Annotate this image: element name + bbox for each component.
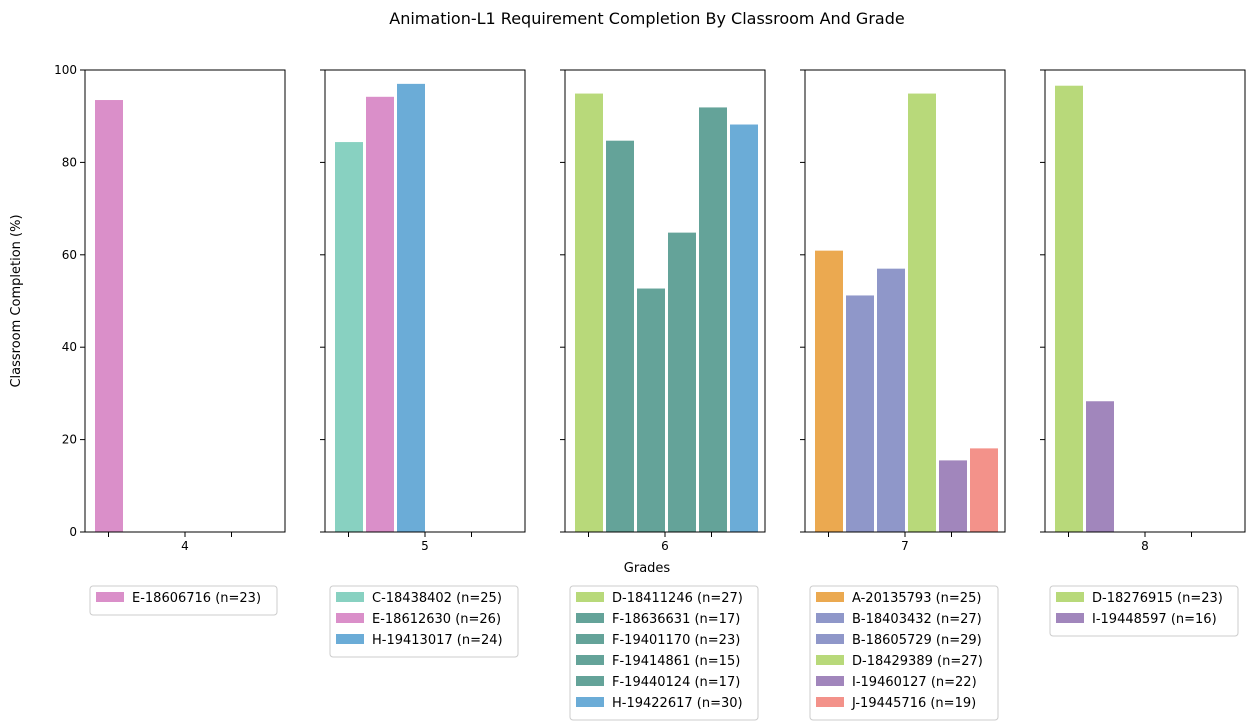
legend-swatch — [816, 592, 844, 602]
bar — [730, 124, 758, 533]
y-tick-label: 40 — [62, 340, 77, 354]
legend-swatch — [1056, 613, 1084, 623]
legend-entry: E-18612630 (n=26) — [372, 612, 501, 627]
chart-title: Animation-L1 Requirement Completion By C… — [389, 9, 904, 28]
legend-entry: F-19414861 (n=15) — [612, 654, 740, 669]
panel-grade-8: 8 D-18276915 (n=23) I-19448597 (n=16) — [1040, 69, 1246, 637]
legend-swatch — [576, 613, 604, 623]
legend-grade-5: C-18438402 (n=25) E-18612630 (n=26) H-1941… — [329, 585, 519, 658]
legend-grade-8: D-18276915 (n=23) I-19448597 (n=16) — [1049, 585, 1239, 637]
legend-swatch — [576, 697, 604, 707]
bar — [939, 460, 967, 532]
y-tick-label: 80 — [62, 155, 77, 169]
y-tick-label: 60 — [62, 248, 77, 262]
legend-swatch — [576, 634, 604, 644]
legend-entry: E-18606716 (n=23) — [132, 591, 261, 606]
x-tick-label: 8 — [1141, 539, 1149, 553]
bar — [366, 96, 394, 533]
legend-entry: J-19445716 (n=19) — [851, 696, 976, 711]
legend-swatch — [336, 592, 364, 602]
legend-box — [1049, 585, 1239, 637]
legend-entry: A-20135793 (n=25) — [852, 591, 981, 606]
bar — [877, 268, 905, 532]
y-tick-label: 0 — [69, 525, 77, 539]
legend-swatch — [336, 634, 364, 644]
y-axis-label: Classroom Completion (%) — [9, 214, 24, 387]
legend-swatch — [576, 676, 604, 686]
bar — [846, 295, 874, 532]
x-tick-label: 5 — [421, 539, 429, 553]
bar — [1055, 85, 1083, 532]
legend-swatch — [576, 655, 604, 665]
bar — [95, 100, 123, 532]
legend-entry: D-18429389 (n=27) — [852, 654, 983, 669]
bar — [335, 142, 363, 532]
bar — [575, 93, 603, 532]
legend-entry: D-18276915 (n=23) — [1092, 591, 1223, 606]
legend-entry: F-19401170 (n=23) — [612, 633, 740, 648]
legend-swatch — [576, 592, 604, 602]
legend-box — [569, 585, 759, 721]
bar — [970, 448, 998, 532]
bar — [815, 250, 843, 532]
legend-swatch — [816, 655, 844, 665]
legend-grade-7: A-20135793 (n=25) B-18403432 (n=27) B-1860… — [809, 585, 999, 721]
legend-entry: D-18411246 (n=27) — [612, 591, 743, 606]
bar — [668, 232, 696, 532]
legend-entry: B-18605729 (n=29) — [852, 633, 982, 648]
legend-swatch — [336, 613, 364, 623]
bar — [637, 288, 665, 532]
legend-box — [809, 585, 999, 721]
y-tick-label: 20 — [62, 433, 77, 447]
legend-grade-4: E-18606716 (n=23) — [89, 585, 278, 616]
legend-box — [329, 585, 519, 658]
legend-entry: F-19440124 (n=17) — [612, 675, 740, 690]
legend-entry: F-18636631 (n=17) — [612, 612, 740, 627]
legend-entry: I-19460127 (n=22) — [852, 675, 977, 690]
bar — [908, 93, 936, 532]
bar — [397, 83, 425, 533]
bar — [699, 107, 727, 532]
legend-swatch — [816, 676, 844, 686]
legend-box — [89, 585, 278, 616]
legend-swatch — [1056, 592, 1084, 602]
legend-grade-6: D-18411246 (n=27) F-18636631 (n=17) F-1940… — [569, 585, 759, 721]
chart-panels: 0 20 40 60 80 100 4 E-18606716 (n=23) 5 C-1843840… — [54, 63, 1246, 721]
x-tick-label: 6 — [661, 539, 669, 553]
legend-swatch — [816, 634, 844, 644]
legend-entry: C-18438402 (n=25) — [372, 591, 502, 606]
bar — [606, 140, 634, 532]
legend-entry: H-19413017 (n=24) — [372, 633, 503, 648]
legend-entry: B-18403432 (n=27) — [852, 612, 982, 627]
legend-swatch — [816, 613, 844, 623]
panel-grade-7: 7 A-20135793 (n=25) B-18403432 (n=27) B-186… — [800, 69, 1006, 721]
legend-swatch — [96, 592, 124, 602]
x-axis-label: Grades — [624, 561, 671, 576]
panel-grade-6: 6 D-18411246 (n=27) F-18636631 (n=17) F-194… — [560, 69, 766, 721]
panel-grade-4: 0 20 40 60 80 100 4 E-18606716 (n=23) — [54, 63, 286, 616]
x-tick-label: 7 — [901, 539, 909, 553]
legend-swatch — [816, 697, 844, 707]
x-tick-label: 4 — [181, 539, 189, 553]
legend-entry: H-19422617 (n=30) — [612, 696, 743, 711]
bar — [1086, 401, 1114, 532]
legend-entry: I-19448597 (n=16) — [1092, 612, 1217, 627]
panel-grade-5: 5 C-18438402 (n=25) E-18612630 (n=26) H-194… — [320, 69, 526, 658]
y-tick-label: 100 — [54, 63, 77, 77]
